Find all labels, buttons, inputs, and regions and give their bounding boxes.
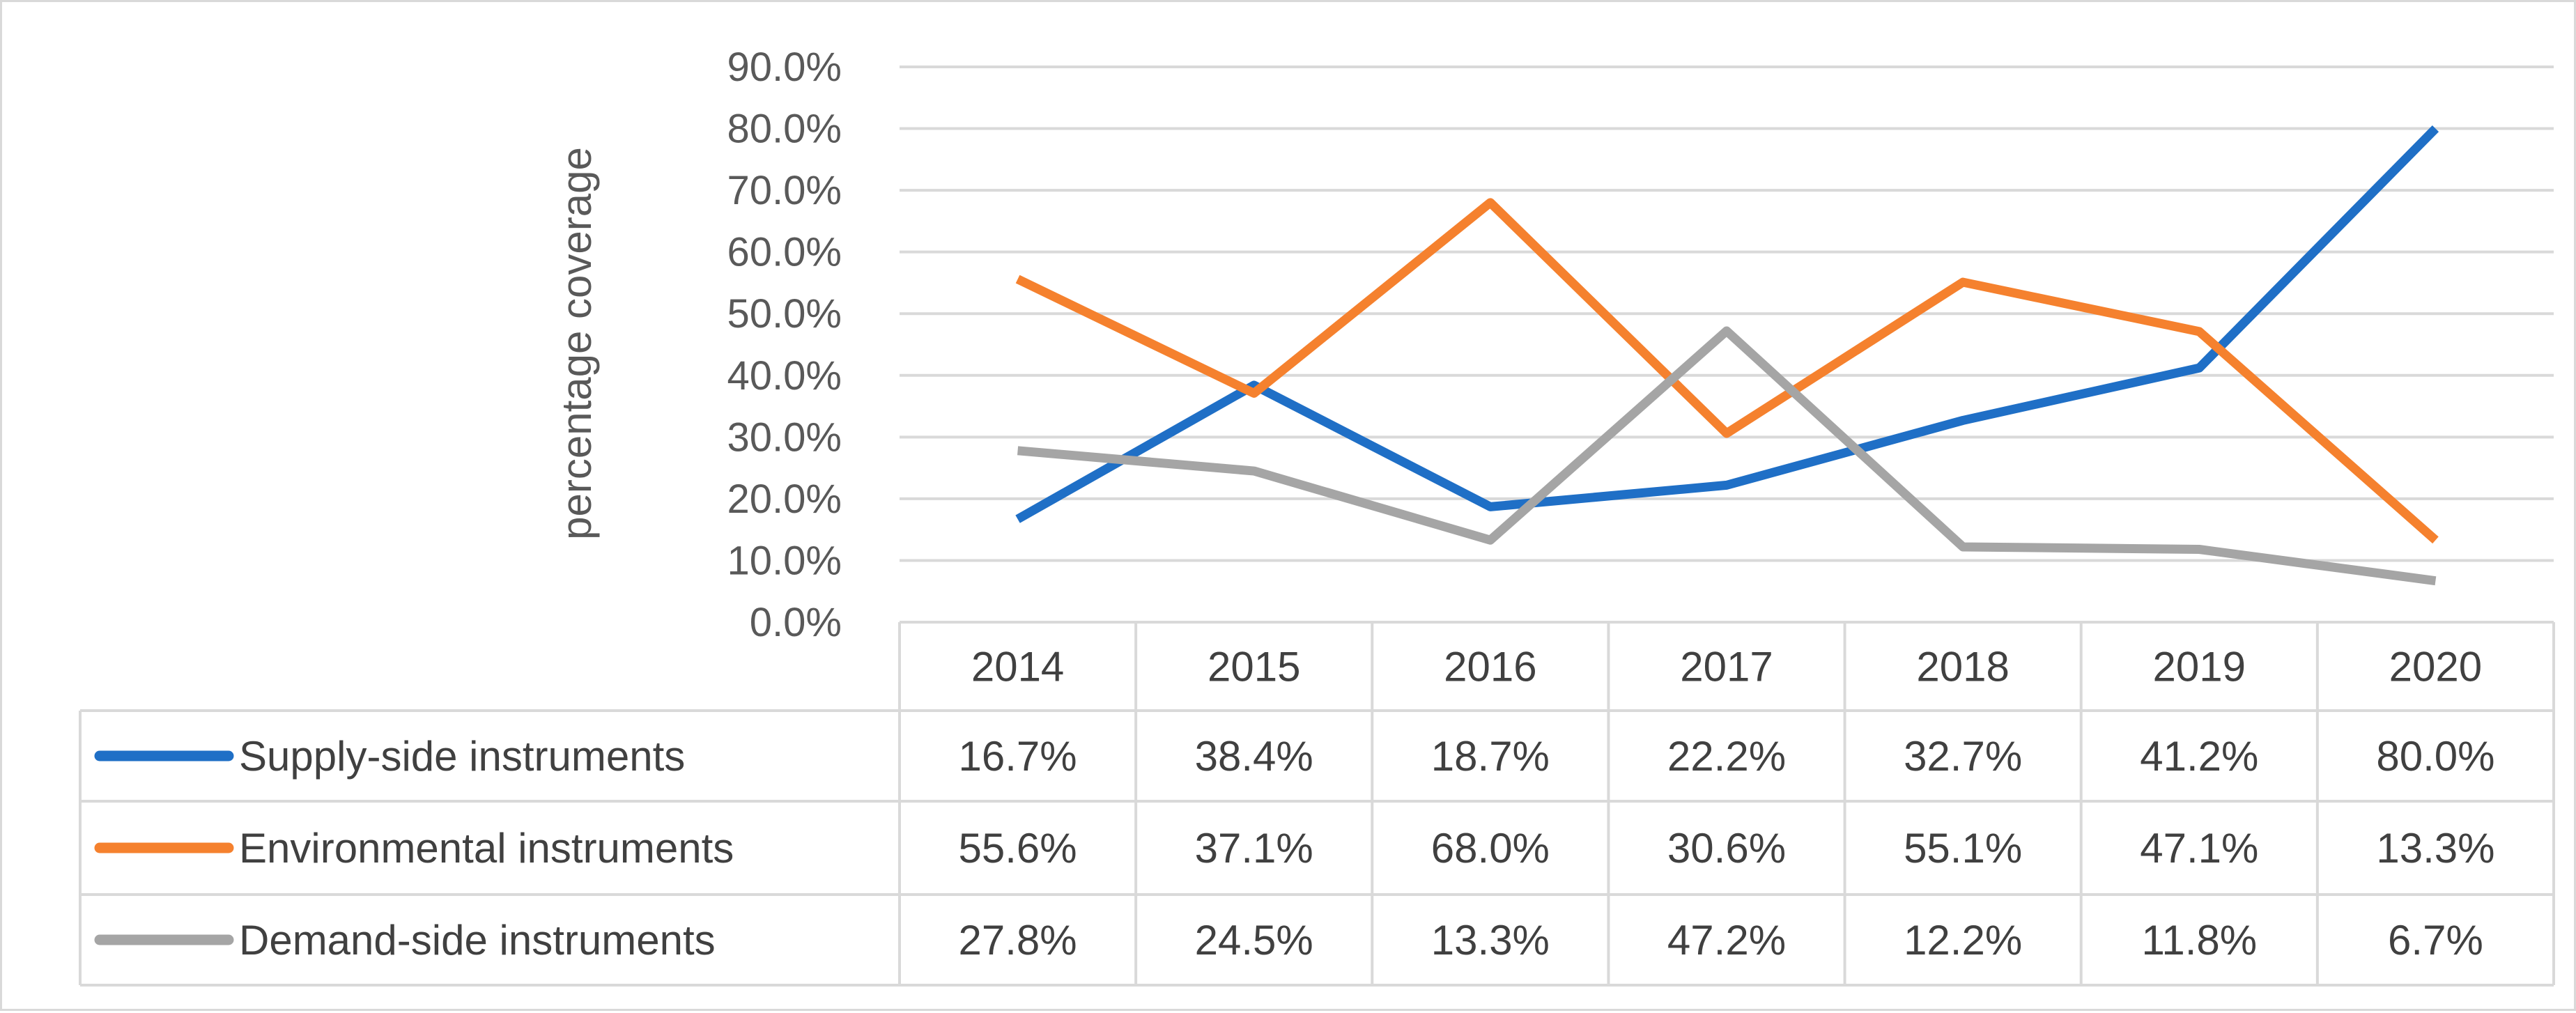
y-axis-label: percentage coverage xyxy=(553,147,600,540)
data-label: 30.6% xyxy=(1667,825,1786,872)
data-label: 38.4% xyxy=(1195,733,1313,780)
data-label: 68.0% xyxy=(1431,825,1550,872)
data-label: 80.0% xyxy=(2376,733,2494,780)
data-label: 27.8% xyxy=(959,917,1077,964)
data-label: 18.7% xyxy=(1431,733,1550,780)
y-tick-label: 80.0% xyxy=(727,107,842,152)
data-label: 6.7% xyxy=(2388,917,2483,964)
data-table-lines xyxy=(79,621,2555,987)
y-tick-label: 0.0% xyxy=(750,600,842,645)
y-tick-label: 10.0% xyxy=(727,538,842,583)
y-tick-label: 20.0% xyxy=(727,477,842,522)
y-tick-label: 30.0% xyxy=(727,415,842,460)
y-tick-label: 60.0% xyxy=(727,230,842,275)
series-line xyxy=(1015,125,2439,523)
legend-label: Supply-side instruments xyxy=(239,733,685,780)
data-label: 47.2% xyxy=(1667,917,1786,964)
data-label: 16.7% xyxy=(959,733,1077,780)
data-label: 12.2% xyxy=(1904,917,2022,964)
y-tick-label: 90.0% xyxy=(727,45,842,90)
data-label: 32.7% xyxy=(1904,733,2022,780)
x-category-label: 2018 xyxy=(1916,644,2009,690)
data-label: 55.6% xyxy=(959,825,1077,872)
series-line xyxy=(1017,326,2437,586)
data-table-rows: Supply-side instruments 16.7% 38.4% 18.7% 22… xyxy=(94,733,2494,964)
data-label: 47.1% xyxy=(2140,825,2258,872)
gridlines xyxy=(900,65,2554,624)
data-label: 24.5% xyxy=(1195,917,1313,964)
data-label: 11.8% xyxy=(2141,917,2257,964)
x-category-label: 2014 xyxy=(971,644,1064,690)
data-label: 41.2% xyxy=(2140,733,2258,780)
x-axis-categories: 2014 2015 2016 2017 2018 2019 2020 xyxy=(971,644,2482,690)
series-line xyxy=(1015,198,2439,544)
y-tick-label: 70.0% xyxy=(727,168,842,213)
x-category-label: 2020 xyxy=(2389,644,2482,690)
y-axis-ticks: 0.0% 10.0% 20.0% 30.0% 40.0% 50.0% 60.0% 70.0% 8… xyxy=(727,45,842,645)
data-label: 37.1% xyxy=(1195,825,1313,872)
legend-label: Environmental instruments xyxy=(239,825,734,872)
data-label: 13.3% xyxy=(2376,825,2494,872)
x-category-label: 2019 xyxy=(2153,644,2246,690)
x-category-label: 2016 xyxy=(1444,644,1536,690)
x-category-label: 2017 xyxy=(1680,644,1773,690)
y-tick-label: 50.0% xyxy=(727,291,842,337)
data-label: 55.1% xyxy=(1904,825,2022,872)
x-category-label: 2015 xyxy=(1208,644,1300,690)
data-label: 22.2% xyxy=(1667,733,1786,780)
legend-label: Demand-side instruments xyxy=(239,917,716,964)
y-tick-label: 40.0% xyxy=(727,353,842,399)
data-label: 13.3% xyxy=(1431,917,1550,964)
series-lines xyxy=(1015,125,2439,586)
